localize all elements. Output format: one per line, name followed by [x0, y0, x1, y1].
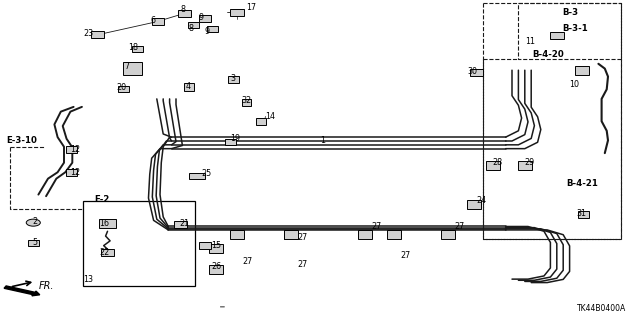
Text: 27: 27 [371, 222, 381, 231]
Bar [486, 161, 500, 170]
Text: 12: 12 [70, 145, 81, 154]
Bar [91, 31, 104, 38]
Text: 1: 1 [320, 136, 325, 145]
Text: 32: 32 [242, 96, 252, 105]
Text: E-2: E-2 [95, 195, 110, 204]
Bar [228, 76, 239, 83]
Text: 9: 9 [205, 27, 210, 36]
Bar [189, 173, 205, 179]
Bar [207, 26, 218, 32]
Text: 27: 27 [298, 233, 308, 242]
FancyArrow shape [4, 286, 40, 296]
Bar [99, 219, 116, 228]
Bar [178, 10, 191, 17]
Text: 14: 14 [266, 112, 276, 121]
Bar [83, 201, 195, 286]
Text: 12: 12 [70, 168, 81, 177]
Bar [470, 69, 483, 76]
Text: 24: 24 [477, 197, 487, 205]
Bar [242, 99, 251, 106]
Text: 11: 11 [525, 37, 535, 46]
Text: 17: 17 [246, 4, 257, 12]
Text: B-4-20: B-4-20 [532, 50, 564, 59]
Text: 13: 13 [83, 275, 93, 284]
Text: 21: 21 [179, 219, 189, 228]
Bar [284, 230, 298, 239]
Text: 15: 15 [211, 241, 221, 250]
Bar [387, 230, 401, 239]
Text: 8: 8 [189, 24, 194, 33]
Text: 27: 27 [454, 222, 465, 231]
Bar [284, 230, 298, 239]
Text: 4: 4 [186, 82, 191, 91]
Text: 30: 30 [467, 67, 477, 76]
Bar [209, 265, 223, 274]
Bar [199, 15, 211, 22]
Bar [199, 242, 211, 249]
Bar [358, 230, 372, 239]
Bar [118, 86, 129, 92]
Text: 5: 5 [32, 238, 37, 247]
Bar [225, 139, 236, 145]
Text: E-3-10: E-3-10 [6, 136, 37, 145]
Bar [66, 169, 77, 176]
Bar [101, 249, 114, 256]
Text: 7: 7 [125, 63, 130, 71]
Bar [184, 83, 194, 91]
Text: 20: 20 [116, 83, 127, 92]
Bar [467, 200, 481, 209]
Bar [209, 244, 223, 253]
Bar [152, 18, 164, 25]
Bar [441, 230, 455, 239]
Bar [123, 62, 142, 75]
Text: 6: 6 [150, 16, 156, 25]
Text: 3: 3 [230, 74, 236, 83]
Text: TK44B0400A: TK44B0400A [577, 304, 626, 313]
Text: 2: 2 [32, 217, 37, 226]
Bar [174, 221, 187, 228]
Text: 18: 18 [128, 43, 138, 52]
Text: 28: 28 [493, 158, 503, 167]
Text: 29: 29 [525, 158, 535, 167]
Text: 27: 27 [242, 257, 252, 266]
Text: B-3-1: B-3-1 [562, 24, 588, 33]
Bar [578, 211, 589, 218]
Text: 22: 22 [99, 248, 109, 256]
Bar [230, 9, 244, 16]
Bar [188, 22, 199, 28]
Text: 9: 9 [198, 13, 204, 22]
Text: 27: 27 [400, 251, 410, 260]
Text: 31: 31 [576, 209, 586, 218]
Text: 27: 27 [298, 260, 308, 269]
Text: 16: 16 [99, 219, 109, 228]
Text: 10: 10 [570, 80, 580, 89]
Bar [230, 230, 244, 239]
Text: 8: 8 [180, 5, 186, 14]
Text: FR.: FR. [38, 280, 54, 291]
Bar [575, 66, 589, 75]
Text: 19: 19 [230, 134, 241, 143]
Text: B-3: B-3 [562, 8, 578, 17]
Text: B-4-21: B-4-21 [566, 179, 598, 188]
Bar [550, 32, 564, 39]
Bar [66, 146, 77, 153]
Circle shape [26, 219, 40, 226]
Bar [256, 118, 266, 125]
Bar [28, 240, 39, 246]
Text: 25: 25 [202, 169, 212, 178]
Text: 23: 23 [83, 29, 93, 38]
Text: 26: 26 [211, 262, 221, 271]
Bar [132, 46, 143, 52]
Bar [518, 161, 532, 170]
